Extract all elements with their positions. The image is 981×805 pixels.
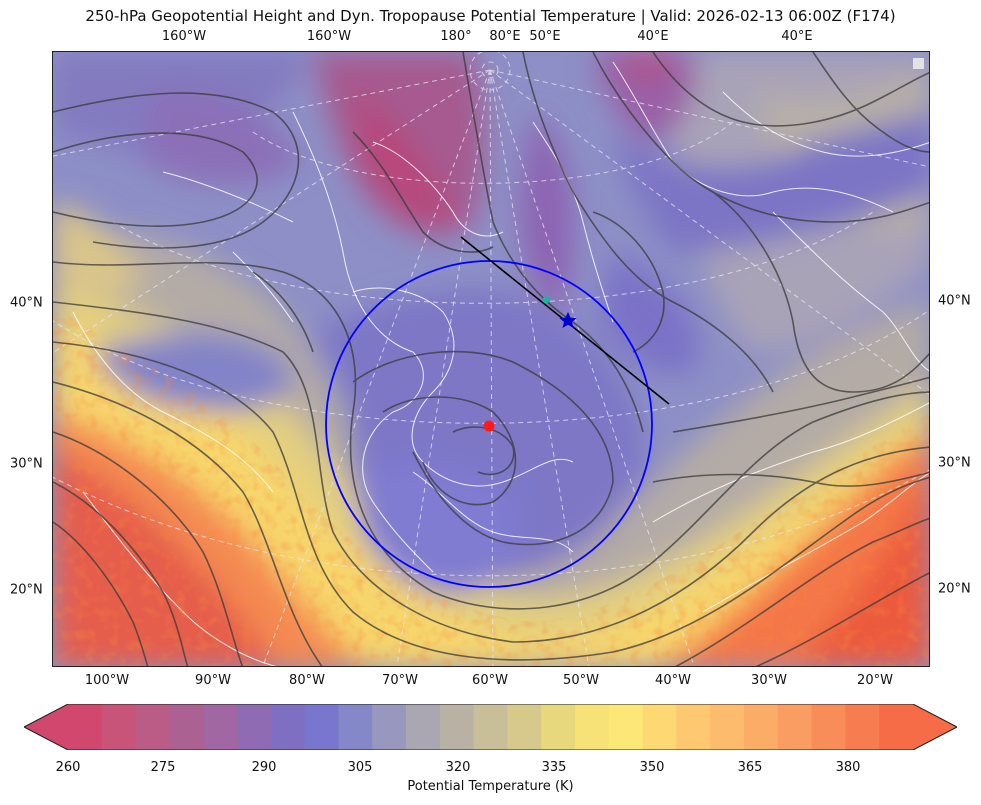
colorbar-segment: [811, 704, 846, 750]
colorbar: [22, 703, 959, 751]
colorbar-segment: [575, 704, 610, 750]
colorbar-segment: [169, 704, 204, 750]
colorbar-segment: [676, 704, 711, 750]
map-panel[interactable]: [52, 51, 930, 667]
top-tick-3: 180°: [440, 29, 472, 44]
bottom-tick-90w: 90°W: [195, 673, 231, 688]
cbar-tick-350: 350: [639, 760, 665, 775]
bottom-tick-60w: 60°W: [472, 673, 508, 688]
top-tick-7: 40°E: [781, 29, 813, 44]
left-tick-40n: 40°N: [10, 295, 43, 311]
chart-title: 250-hPa Geopotential Height and Dyn. Tro…: [85, 7, 896, 25]
teal-marker: [542, 296, 550, 304]
colorbar-segment: [744, 704, 779, 750]
graticule: [53, 52, 929, 666]
colorbar-segment: [203, 704, 238, 750]
colorbar-segment: [777, 704, 813, 750]
bottom-tick-20w: 20°W: [857, 673, 893, 688]
top-tick-5: 50°E: [529, 29, 561, 44]
colorbar-segment: [439, 704, 475, 750]
colorbar-segment: [304, 704, 339, 750]
colorbar-segment: [845, 704, 880, 750]
legend-box: [913, 58, 924, 69]
top-tick-1: 160°W: [161, 29, 207, 44]
colorbar-segment: [642, 704, 677, 750]
colorbar-extend-max: [913, 704, 957, 750]
colorbar-ticks: 260 275 290 305 320 335 350 365 380: [0, 760, 981, 778]
height-contours: [53, 52, 929, 666]
left-tick-20n: 20°N: [10, 582, 43, 598]
map-canvas: [53, 52, 929, 666]
top-tick-2: 160°W: [306, 29, 352, 44]
colorbar-segment: [710, 704, 745, 750]
cbar-tick-275: 275: [150, 760, 176, 775]
cbar-tick-335: 335: [541, 760, 567, 775]
colorbar-segment: [237, 704, 272, 750]
cbar-tick-260: 260: [55, 760, 81, 775]
top-tick-6: 40°E: [637, 29, 669, 44]
colorbar-segment: [406, 704, 441, 750]
bottom-tick-100w: 100°W: [84, 673, 130, 688]
right-tick-20n: 20°N: [938, 581, 971, 597]
bottom-tick-80w: 80°W: [289, 673, 325, 688]
colorbar-segment: [338, 704, 373, 750]
colorbar-segment: [135, 704, 170, 750]
bottom-tick-40w: 40°W: [655, 673, 691, 688]
bottom-tick-30w: 30°W: [751, 673, 787, 688]
colorbar-extend-min: [24, 704, 68, 750]
center-marker: [483, 420, 495, 432]
right-tick-30n: 30°N: [938, 455, 971, 471]
colorbar-segment: [879, 704, 914, 750]
colorbar-label: Potential Temperature (K): [407, 779, 574, 794]
colorbar-segment: [608, 704, 644, 750]
colorbar-segment: [270, 704, 306, 750]
cbar-tick-320: 320: [445, 760, 471, 775]
cbar-tick-380: 380: [835, 760, 861, 775]
coastlines: [72, 61, 929, 666]
top-tick-4: 80°E: [489, 29, 521, 44]
colorbar-segment: [473, 704, 508, 750]
colorbar-segment: [541, 704, 576, 750]
colorbar-segment: [507, 704, 542, 750]
colorbar-segment: [372, 704, 407, 750]
left-tick-30n: 30°N: [10, 456, 43, 472]
bottom-tick-70w: 70°W: [382, 673, 418, 688]
colorbar-segment: [68, 704, 103, 750]
colorbar-svg: [22, 703, 959, 751]
cbar-tick-365: 365: [737, 760, 763, 775]
range-ring: [325, 260, 653, 588]
right-tick-40n: 40°N: [938, 293, 971, 309]
colorbar-segment: [101, 704, 137, 750]
star-marker: [559, 312, 577, 328]
bottom-tick-50w: 50°W: [563, 673, 599, 688]
cbar-tick-305: 305: [347, 760, 373, 775]
cbar-tick-290: 290: [251, 760, 277, 775]
